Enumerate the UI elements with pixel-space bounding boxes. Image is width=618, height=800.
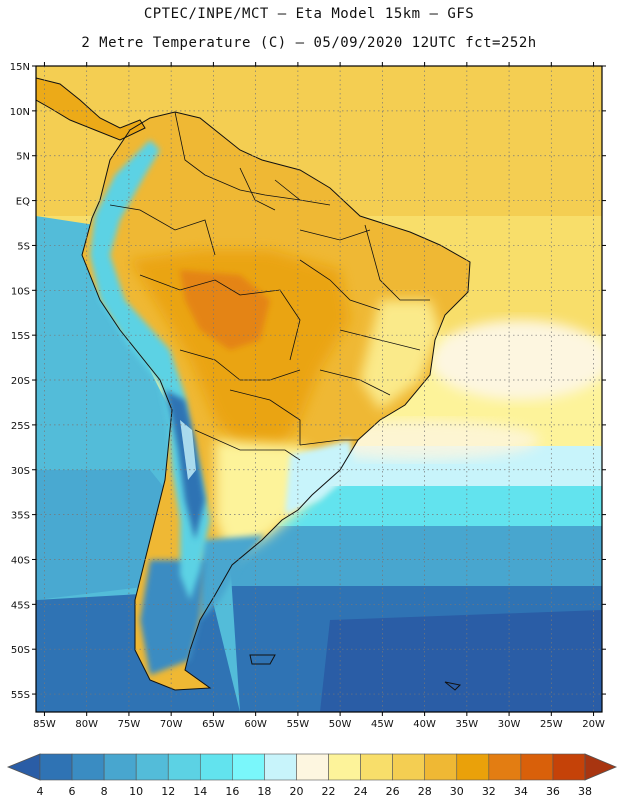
colorbar-label: 14 — [193, 785, 207, 798]
colorbar-label: 30 — [450, 785, 464, 798]
colorbar-label: 18 — [257, 785, 271, 798]
lon-tick-label: 70W — [160, 719, 183, 730]
lat-tick-label: 35S — [11, 511, 30, 522]
colorbar-swatch — [135, 753, 169, 781]
colorbar-label: 24 — [354, 785, 368, 798]
colorbar-high-arrow — [584, 753, 618, 781]
colorbar-label: 12 — [161, 785, 175, 798]
lat-tick-label: 20S — [11, 376, 30, 387]
lat-tick-label: 5N — [16, 152, 30, 163]
lon-tick-label: 55W — [287, 719, 310, 730]
map-frame — [35, 65, 603, 713]
colorbar-swatch — [296, 753, 329, 781]
colorbar-swatch — [264, 753, 297, 781]
lat-tick-label: 30S — [11, 466, 30, 477]
lon-tick-label: 40W — [413, 719, 436, 730]
colorbar-swatch — [424, 753, 458, 781]
colorbar-swatch — [360, 753, 393, 781]
colorbar-swatch — [39, 753, 73, 781]
title-line-1: CPTEC/INPE/MCT – Eta Model 15km – GFS — [143, 6, 475, 22]
colorbar-label: 8 — [101, 785, 108, 798]
lat-tick-label: EQ — [16, 197, 30, 208]
colorbar-swatch — [456, 753, 490, 781]
colorbar-swatch — [488, 753, 522, 781]
colorbar-label: 26 — [386, 785, 400, 798]
colorbar-low-arrow — [6, 753, 41, 781]
colorbar-swatch — [520, 753, 554, 781]
lon-tick-label: 60W — [244, 719, 267, 730]
lon-tick-label: 45W — [371, 719, 394, 730]
lon-tick-label: 30W — [498, 719, 521, 730]
lat-tick-label: 15S — [11, 331, 30, 342]
colorbar-label: 22 — [322, 785, 336, 798]
colorbar-swatch — [392, 753, 426, 781]
colorbar-label: 34 — [514, 785, 528, 798]
lon-tick-label: 65W — [202, 719, 225, 730]
lon-tick-label: 20W — [582, 719, 605, 730]
lon-tick-label: 25W — [540, 719, 563, 730]
colorbar-swatch — [71, 753, 105, 781]
colorbar-label: 16 — [225, 785, 239, 798]
lon-tick-label: 50W — [329, 719, 352, 730]
colorbar-swatch — [328, 753, 361, 781]
colorbar: 4 6 8 10 12 14 16 18 20 22 24 26 28 30 32 34 36 38 — [6, 753, 618, 798]
colorbar-swatch — [103, 753, 137, 781]
lon-tick-label: 75W — [118, 719, 141, 730]
colorbar-label: 32 — [482, 785, 496, 798]
temperature-field — [36, 66, 602, 712]
lat-tick-label: 50S — [11, 645, 30, 656]
lon-tick-label: 80W — [75, 719, 98, 730]
colorbar-label: 20 — [289, 785, 303, 798]
colorbar-label: 38 — [578, 785, 592, 798]
longitude-axis: 85W 80W 75W 70W 65W 60W 55W 50W 45W 40W 35W 30W 25W 2… — [33, 62, 605, 730]
colorbar-label: 6 — [69, 785, 76, 798]
lat-tick-label: 40S — [11, 555, 30, 566]
lat-tick-label: 10S — [11, 286, 30, 297]
colorbar-label: 4 — [37, 785, 44, 798]
lat-tick-label: 10N — [10, 107, 30, 118]
colorbar-swatch — [552, 753, 586, 781]
lat-tick-label: 5S — [17, 241, 30, 252]
colorbar-swatch — [167, 753, 201, 781]
colorbar-swatch — [199, 753, 233, 781]
latitude-axis: 15N 10N 5N EQ 5S 10S 15S 20S 25S 30S 35S 40S 45S 50S 5… — [10, 62, 606, 701]
colorbar-swatch — [232, 753, 265, 781]
lon-tick-label: 35W — [456, 719, 479, 730]
title-line-2: 2 Metre Temperature (C) – 05/09/2020 12U… — [81, 35, 537, 51]
lat-tick-label: 45S — [11, 600, 30, 611]
lat-tick-label: 55S — [11, 690, 30, 701]
lat-tick-label: 15N — [10, 62, 30, 73]
colorbar-label: 28 — [418, 785, 432, 798]
colorbar-label: 10 — [129, 785, 143, 798]
colorbar-label: 36 — [546, 785, 560, 798]
lat-tick-label: 25S — [11, 421, 30, 432]
lon-tick-label: 85W — [33, 719, 56, 730]
